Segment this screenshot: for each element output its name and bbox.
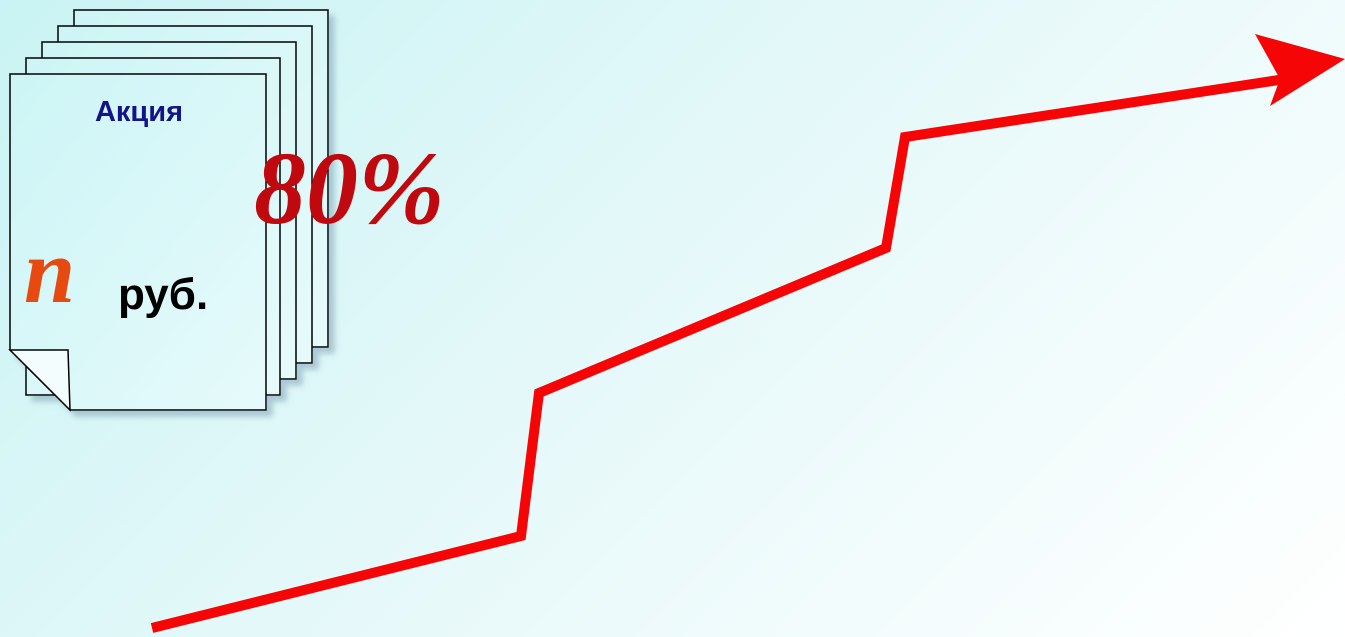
growth-arrow-line — [150, 73, 1293, 633]
percentage-label: 80% — [254, 131, 445, 246]
growth-arrow-head — [1255, 34, 1345, 106]
front-sheet — [9, 73, 267, 411]
document-stack — [8, 9, 329, 412]
folded-corner — [8, 349, 71, 412]
document-variable: n — [24, 220, 75, 322]
document-unit: руб. — [118, 270, 208, 319]
document-title: Акция — [95, 96, 183, 128]
